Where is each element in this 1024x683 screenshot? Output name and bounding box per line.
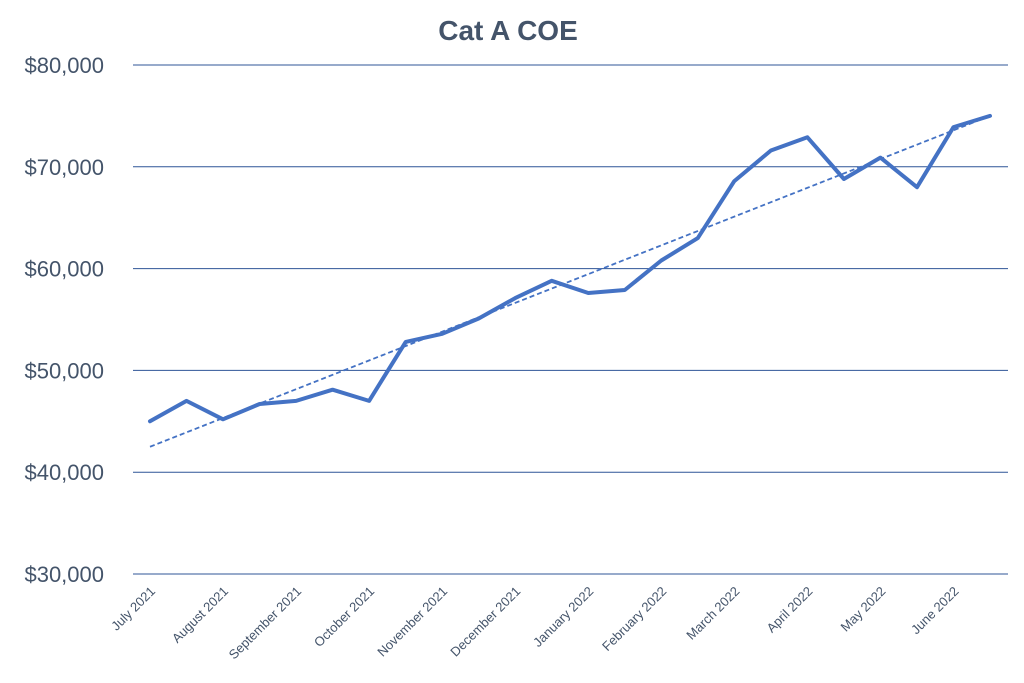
x-tick-label: February 2022 (599, 584, 669, 654)
data-point (221, 417, 225, 421)
data-point (878, 156, 882, 160)
data-point (367, 399, 371, 403)
y-tick-label: $50,000 (24, 358, 104, 383)
x-tick-label: March 2022 (683, 584, 742, 643)
y-tick-label: $40,000 (24, 460, 104, 485)
x-tick-label: August 2021 (169, 584, 231, 646)
data-point (769, 149, 773, 153)
trendline-layer (149, 115, 991, 448)
data-point (659, 258, 663, 262)
x-tick-label: January 2022 (530, 584, 596, 650)
data-point (440, 332, 444, 336)
y-axis-ticks: $30,000 $40,000 $50,000 $60,000 $70,000 $80,0… (24, 53, 104, 587)
data-point (477, 316, 481, 320)
x-tick-label: May 2022 (838, 584, 889, 635)
data-point (915, 185, 919, 189)
data-point (732, 179, 736, 183)
data-point (185, 399, 189, 403)
data-point (988, 114, 992, 118)
series-line (148, 113, 992, 424)
data-point (623, 288, 627, 292)
data-point (842, 177, 846, 181)
data-point (258, 402, 262, 406)
x-tick-label: December 2021 (447, 584, 523, 660)
data-point (805, 135, 809, 139)
data-point (331, 388, 335, 392)
y-tick-label: $80,000 (24, 53, 104, 78)
trendline (149, 115, 991, 448)
data-point (951, 125, 955, 129)
y-tick-label: $70,000 (24, 155, 104, 180)
data-point (696, 236, 700, 240)
series-layer (148, 113, 992, 424)
data-point (148, 419, 152, 423)
x-tick-label: November 2021 (374, 584, 450, 660)
x-tick-label: October 2021 (311, 584, 377, 650)
gridlines (133, 64, 1008, 575)
data-point (294, 399, 298, 403)
chart-title: Cat A COE (438, 15, 578, 46)
x-tick-label: July 2021 (108, 584, 158, 634)
data-point (550, 279, 554, 283)
y-tick-label: $30,000 (24, 562, 104, 587)
x-tick-label: September 2021 (226, 584, 305, 663)
data-point (586, 291, 590, 295)
y-tick-label: $60,000 (24, 257, 104, 282)
x-tick-label: April 2022 (764, 584, 816, 636)
data-point (513, 296, 517, 300)
data-point (404, 340, 408, 344)
x-tick-label: June 2022 (908, 584, 962, 638)
